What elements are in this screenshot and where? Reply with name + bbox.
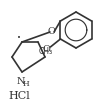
Text: H: H — [23, 80, 29, 88]
Text: HCl: HCl — [8, 91, 30, 101]
Text: •: • — [17, 35, 21, 41]
Text: O: O — [47, 27, 55, 35]
Text: O: O — [43, 45, 50, 53]
Text: CH₃: CH₃ — [38, 46, 53, 56]
Text: N: N — [17, 77, 25, 87]
